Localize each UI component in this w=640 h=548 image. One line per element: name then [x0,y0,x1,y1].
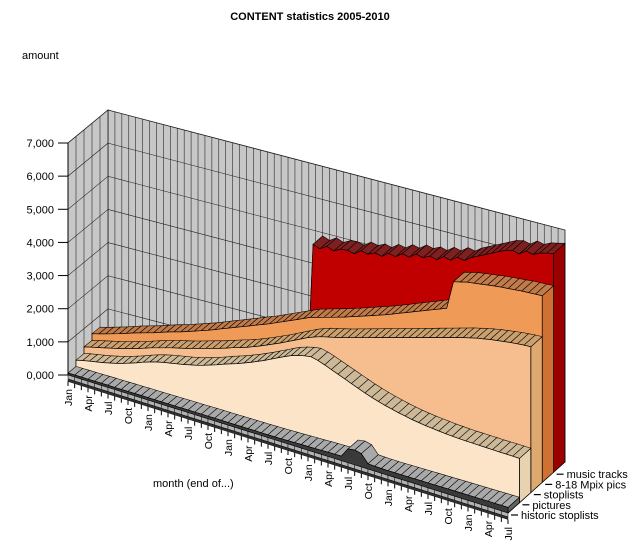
x-tick-label: Apr [243,445,255,462]
x-tick-label: Apr [163,420,175,437]
series-historic-stoplists-face [67,372,509,514]
x-tick-label: Oct [283,458,295,474]
leftwall-value-gridline [67,209,109,243]
x-tick-label: Jan [223,439,235,456]
x-tick-label: Jul [183,427,195,440]
x-tick-label: Jan [143,414,155,431]
x-tick-label: Oct [123,408,135,424]
y-tick-label: 0,000 [26,370,54,382]
x-tick-label: Jan [303,464,315,481]
x-tick-label: Oct [203,433,215,449]
y-axis-title: amount [22,50,59,62]
y-tick-label: 3,000 [26,271,54,283]
series-music-tracks-end-cap [553,242,566,473]
x-tick-label: Jul [423,502,435,515]
x-tick-label: Oct [443,508,455,524]
leftwall-value-gridline [67,142,109,177]
series-8-18-mpix-pics-end-cap [541,284,554,484]
x-tick-label: Apr [83,395,95,412]
legend-label: historic stoplists [521,510,599,522]
y-tick-label: 1,000 [26,337,54,349]
leftwall-value-gridline [67,275,109,309]
x-tick-label: Jan [463,514,475,531]
legend-label: pictures [532,500,571,512]
wall-value-gridline [107,142,566,264]
x-tick-label: Jul [343,477,355,490]
leftwall-value-gridline [67,308,109,343]
x-tick-label: Oct [363,483,375,499]
y-tick-label: 7,000 [26,138,54,150]
x-tick-label: Apr [403,495,415,512]
x-tick-label: Apr [323,470,335,487]
y-tick-label: 6,000 [26,171,54,183]
legend-label: music tracks [567,469,629,481]
leftwall-value-gridline [67,176,109,210]
x-tick-label: Jul [503,527,515,540]
x-tick-label: Apr [483,520,495,537]
y-tick-label: 2,000 [26,304,54,316]
x-tick-label: Jul [103,402,115,415]
y-tick-label: 4,000 [26,237,54,249]
x-axis-title: month (end of...) [153,478,234,490]
series-stoplists-end-cap [530,335,543,494]
x-tick-label: Jul [263,452,275,465]
y-tick-label: 5,000 [26,204,54,216]
x-tick-label: Jan [63,389,75,406]
legend-label: 8-18 Mpix pics [555,479,626,491]
x-tick-label: Jan [383,489,395,506]
leftwall-value-gridline [67,242,109,276]
legend-label: stoplists [544,490,584,502]
chart-title: CONTENT statistics 2005-2010 [230,11,390,23]
